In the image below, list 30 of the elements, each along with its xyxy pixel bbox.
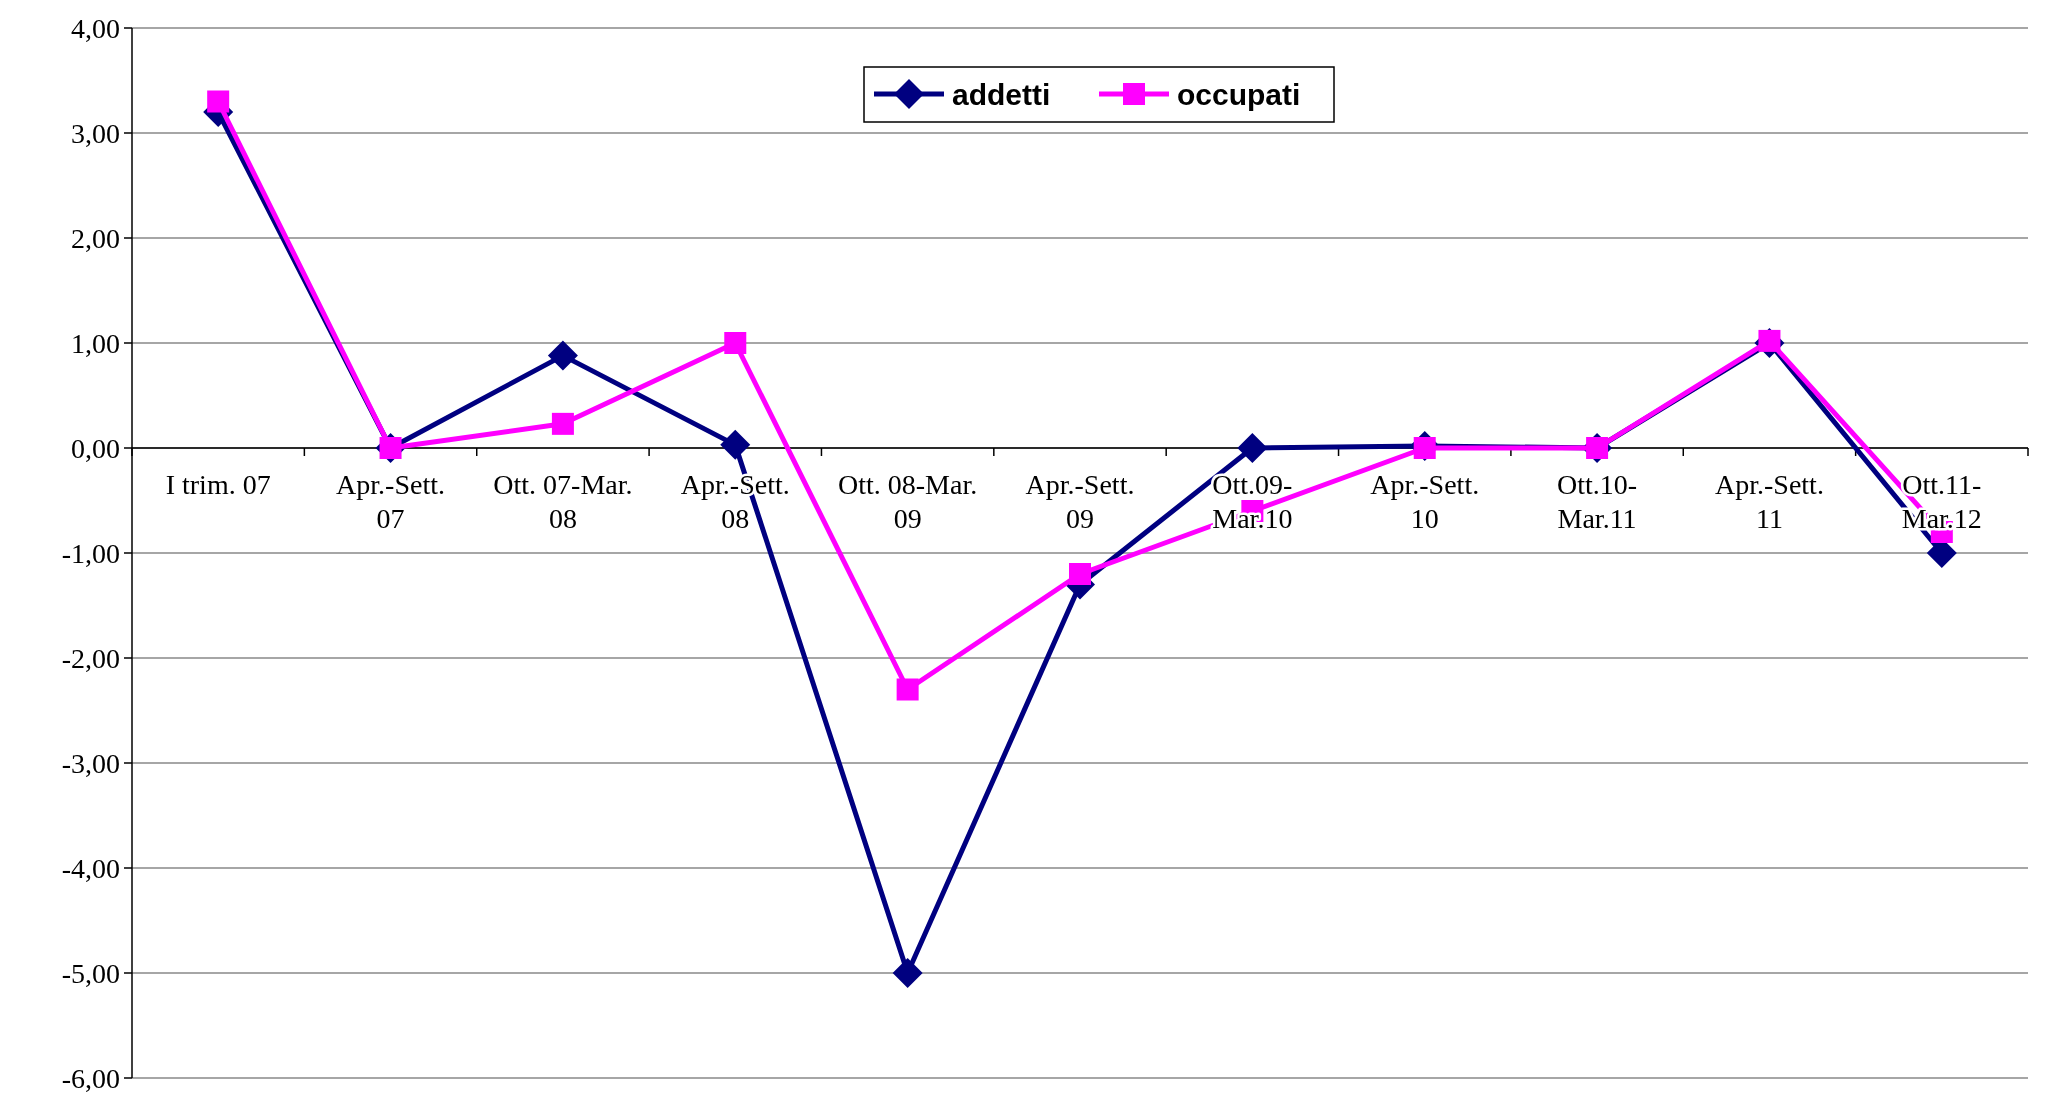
point [724, 332, 747, 354]
x-tick-label: Ott. 07-Mar. 08 [493, 469, 633, 534]
y-tick-label: -3,00 [61, 747, 120, 779]
point [720, 429, 751, 460]
x-tick-label: Apr.-Sett. 10 [1370, 469, 1480, 534]
y-tick-label: 4,00 [71, 12, 120, 44]
y-tick-label: 3,00 [71, 117, 120, 149]
legend-label: occupati [1177, 77, 1301, 111]
point [1069, 563, 1091, 585]
y-tick-label: -5,00 [61, 957, 120, 989]
y-tick-label: -1,00 [61, 537, 120, 569]
x-tick-label: Ott. 08-Mar. 09 [838, 469, 978, 534]
legend-label: addetti [952, 77, 1051, 111]
y-tick-label: 2,00 [71, 222, 120, 254]
y-tick-label: -6,00 [61, 1062, 120, 1094]
point [547, 340, 578, 371]
point [896, 678, 919, 701]
y-tick-label: -2,00 [61, 642, 120, 674]
x-tick-label: I trim. 07 [165, 469, 271, 500]
point [892, 958, 923, 988]
point [207, 90, 230, 113]
y-tick-label: 1,00 [71, 327, 120, 359]
y-tick-label: -4,00 [61, 852, 120, 884]
x-tick-label: Apr.-Sett. 11 [1715, 469, 1824, 534]
x-tick-label: Apr.-Sett. 09 [1025, 469, 1135, 534]
x-tick-label: Ott.10- Mar.11 [1557, 469, 1638, 534]
point [551, 412, 574, 435]
x-tick-label: Apr.-Sett. 07 [336, 469, 445, 534]
y-tick-label: 0,00 [71, 432, 120, 464]
point [1237, 433, 1268, 463]
